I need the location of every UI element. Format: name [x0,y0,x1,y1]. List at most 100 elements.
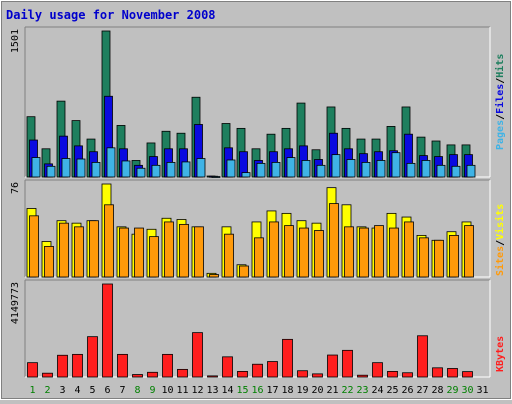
legend-sites-visits: Sites/Visits [494,204,506,276]
bar-sites-day-28 [434,239,444,278]
x-tick-label-14: 14 [221,385,233,396]
panel-max-label-kbytes: 4149773 [10,282,21,324]
bar-pages-day-4 [76,158,86,178]
bar-sites-day-12 [194,226,204,278]
legend-sep-1: / [495,114,506,120]
bar-sites-day-1 [29,215,39,278]
bar-sites-day-22 [344,226,354,278]
x-tick-label-29: 29 [446,385,458,396]
panel-hits: 1501 [10,26,491,178]
bar-sites-day-25 [389,227,399,278]
bar-sites-day-16 [254,237,264,278]
x-tick-label-20: 20 [311,385,323,396]
x-tick-label-19: 19 [296,385,308,396]
bar-kbytes-day-19 [297,370,308,378]
bar-kbytes-day-15 [237,370,248,378]
bar-kbytes-day-28 [432,367,443,378]
x-tick-label-8: 8 [134,385,140,396]
bar-pages-day-29 [451,165,461,178]
bar-kbytes-day-7 [117,353,128,378]
x-tick-label-24: 24 [371,385,383,396]
bar-sites-day-3 [59,222,69,278]
bar-sites-day-13 [209,274,219,278]
bar-kbytes-day-11 [177,368,188,378]
bar-sites-day-30 [464,225,474,278]
bar-sites-day-19 [299,227,309,278]
x-tick-label-10: 10 [161,385,173,396]
bar-pages-day-2 [46,165,56,178]
bar-pages-day-26 [406,162,416,178]
bar-pages-day-25 [391,152,401,178]
bar-pages-day-30 [466,164,476,178]
bar-pages-day-28 [436,164,446,178]
bar-sites-day-15 [239,265,249,278]
bar-sites-day-9 [149,236,159,278]
x-tick-label-23: 23 [356,385,368,396]
bar-kbytes-day-20 [312,373,323,378]
x-tick-label-25: 25 [386,385,398,396]
legend-hits: Hits [494,54,506,78]
bar-sites-day-26 [404,221,414,278]
bar-sites-day-18 [284,225,294,278]
x-tick-label-27: 27 [416,385,428,396]
panel-kbytes: 4149773 [10,279,491,378]
bar-sites-day-21 [329,203,339,278]
x-tick-label-21: 21 [326,385,338,396]
x-tick-label-18: 18 [281,385,293,396]
bar-sites-day-24 [374,225,384,278]
bar-pages-day-18 [286,157,296,178]
x-tick-label-4: 4 [74,385,80,396]
series-sites [29,203,474,278]
x-tick-label-26: 26 [401,385,413,396]
bar-kbytes-day-10 [162,353,173,378]
bar-kbytes-day-29 [447,368,458,378]
x-tick-label-16: 16 [251,385,263,396]
bar-kbytes-day-30 [462,371,473,378]
x-tick-label-17: 17 [266,385,278,396]
bar-sites-day-4 [74,226,84,278]
legend-hits-files-pages: Pages/Files/Hits [494,54,506,150]
x-tick-label-30: 30 [461,385,473,396]
bar-pages-day-5 [91,162,101,178]
legend-sep-2: / [495,78,506,84]
legend-pages: Pages [495,120,506,150]
panel-max-label-hits: 1501 [10,29,21,53]
bar-sites-day-14 [224,233,234,278]
bar-kbytes-day-25 [387,370,398,378]
legend-kbytes: KBytes [495,336,506,372]
panel-max-label-visits: 76 [10,182,21,194]
bar-kbytes-day-22 [342,349,353,378]
bar-pages-day-14 [226,159,236,178]
bar-sites-day-2 [44,246,54,278]
chart-title: Daily usage for November 2008 [6,8,216,22]
bar-kbytes-day-9 [147,371,158,378]
x-tick-label-9: 9 [149,385,155,396]
bar-sites-day-27 [419,237,429,278]
bar-pages-day-13 [211,176,221,178]
x-tick-label-13: 13 [206,385,218,396]
chart-panels: 1501 76 4149773 [10,26,491,378]
bar-pages-day-23 [361,162,371,178]
x-tick-label-1: 1 [29,385,35,396]
x-tick-label-31: 31 [476,385,488,396]
bar-kbytes-day-5 [87,336,98,378]
x-tick-label-15: 15 [236,385,248,396]
legend-sep-3: / [495,240,506,246]
bar-kbytes-day-12 [192,332,203,378]
bar-sites-day-11 [179,223,189,278]
bar-pages-day-3 [61,158,71,178]
legend-files: Files [494,84,506,114]
bar-kbytes-day-26 [402,372,413,378]
x-tick-label-11: 11 [176,385,188,396]
x-tick-label-22: 22 [341,385,353,396]
bar-pages-day-11 [181,161,191,178]
bar-sites-day-8 [134,227,144,278]
bar-kbytes-day-3 [57,354,68,378]
bar-kbytes-day-6 [102,283,113,378]
legend-sites: Sites [494,246,506,276]
bar-kbytes-day-24 [372,362,383,378]
bar-kbytes-day-23 [357,374,368,378]
bar-kbytes-day-4 [72,353,83,378]
bar-pages-day-20 [316,164,326,178]
